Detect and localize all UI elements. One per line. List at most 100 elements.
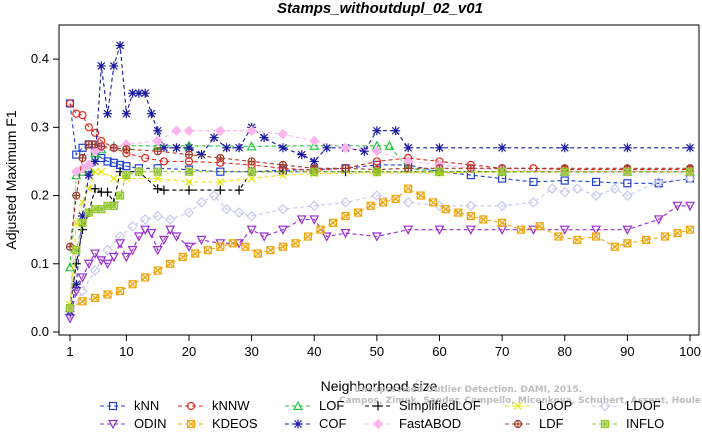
data-point [310,167,319,176]
legend-label: LOF [319,398,344,413]
data-point [183,125,195,136]
data-point [684,173,696,184]
data-point [78,218,87,227]
legend-item-ldf: LDF [505,416,564,431]
data-point [259,133,269,143]
data-point [209,133,219,143]
data-point [133,232,144,242]
data-point [103,109,113,119]
data-point [278,143,288,153]
legend-item-simplifiedlof: SimplifiedLOF [365,398,481,413]
data-point [279,171,287,180]
legend-label: KDEOS [212,416,258,431]
data-point [164,214,176,225]
data-point [141,273,150,282]
data-point [371,190,383,201]
data-point [278,242,288,251]
data-point [341,164,350,173]
legend-marker [293,400,303,411]
data-point [221,203,232,215]
data-point [72,150,81,159]
data-point [171,232,182,242]
data-point [353,208,363,217]
data-point [379,198,388,207]
data-point [109,143,118,152]
legend-marker [186,401,196,411]
data-point [102,244,113,256]
legend-item-knn: kNN [100,398,159,413]
data-point [216,242,225,251]
legend-marker [599,400,611,412]
plot-area [64,40,696,324]
y-tick-label: 0.2 [31,188,49,203]
data-point [115,239,126,249]
data-point [72,191,81,200]
data-point [590,190,602,201]
series-line [69,188,691,309]
data-point [165,225,176,235]
data-point [128,88,138,98]
data-point [247,174,256,183]
data-point [559,225,570,235]
legend-label: INFLO [626,416,664,431]
series-line [69,130,690,309]
data-point [241,242,250,251]
x-tick-label: 50 [370,344,384,359]
data-point [609,183,621,195]
y-tick-label: 0.4 [31,51,49,66]
data-point [184,167,194,176]
data-point [109,174,118,183]
y-axis-label: Adjusted Maximum F1 [3,110,19,249]
data-point [623,239,632,248]
data-point [114,231,126,242]
chart-title: Stamps_withoutdupl_02_v01 [277,0,483,17]
data-point [434,225,445,235]
data-point [528,197,539,208]
legend-label: SimplifiedLOF [399,398,481,413]
series-line [69,177,691,316]
data-point [359,146,369,156]
data-point [121,109,131,119]
data-point [340,197,351,208]
data-point [234,143,244,153]
series-ldof [64,173,696,321]
data-point [216,153,225,163]
data-point [84,170,94,180]
legend-item-loop: LoOP [505,398,572,413]
x-tick-label: 1 [66,344,73,359]
data-point [322,143,332,153]
legend-item-fastabod: FastABOD [365,416,461,431]
data-point [103,157,112,166]
x-tick-label: 80 [558,344,572,359]
data-point [372,126,382,136]
data-point [660,232,670,241]
data-point [215,185,225,195]
data-point [573,235,582,244]
data-point [191,249,200,258]
data-point [685,225,695,234]
legend-label: ODIN [134,416,167,431]
data-point [71,279,81,289]
legend-marker [373,401,383,411]
series-line [69,205,690,319]
data-point [554,232,563,241]
data-point [277,203,289,215]
data-point [246,210,257,222]
data-point [246,141,257,151]
data-point [496,200,508,212]
data-point [341,211,350,221]
data-point [90,156,100,166]
x-tick-label: 20 [182,344,196,359]
data-point [291,239,300,248]
series-cof [65,40,695,317]
data-point [83,159,94,171]
data-point [184,150,194,159]
data-point [309,135,320,147]
data-point [203,246,212,255]
data-point [216,177,225,186]
data-point [416,191,425,200]
data-point [466,211,475,221]
data-point [128,280,137,289]
legend-marker [372,418,384,430]
